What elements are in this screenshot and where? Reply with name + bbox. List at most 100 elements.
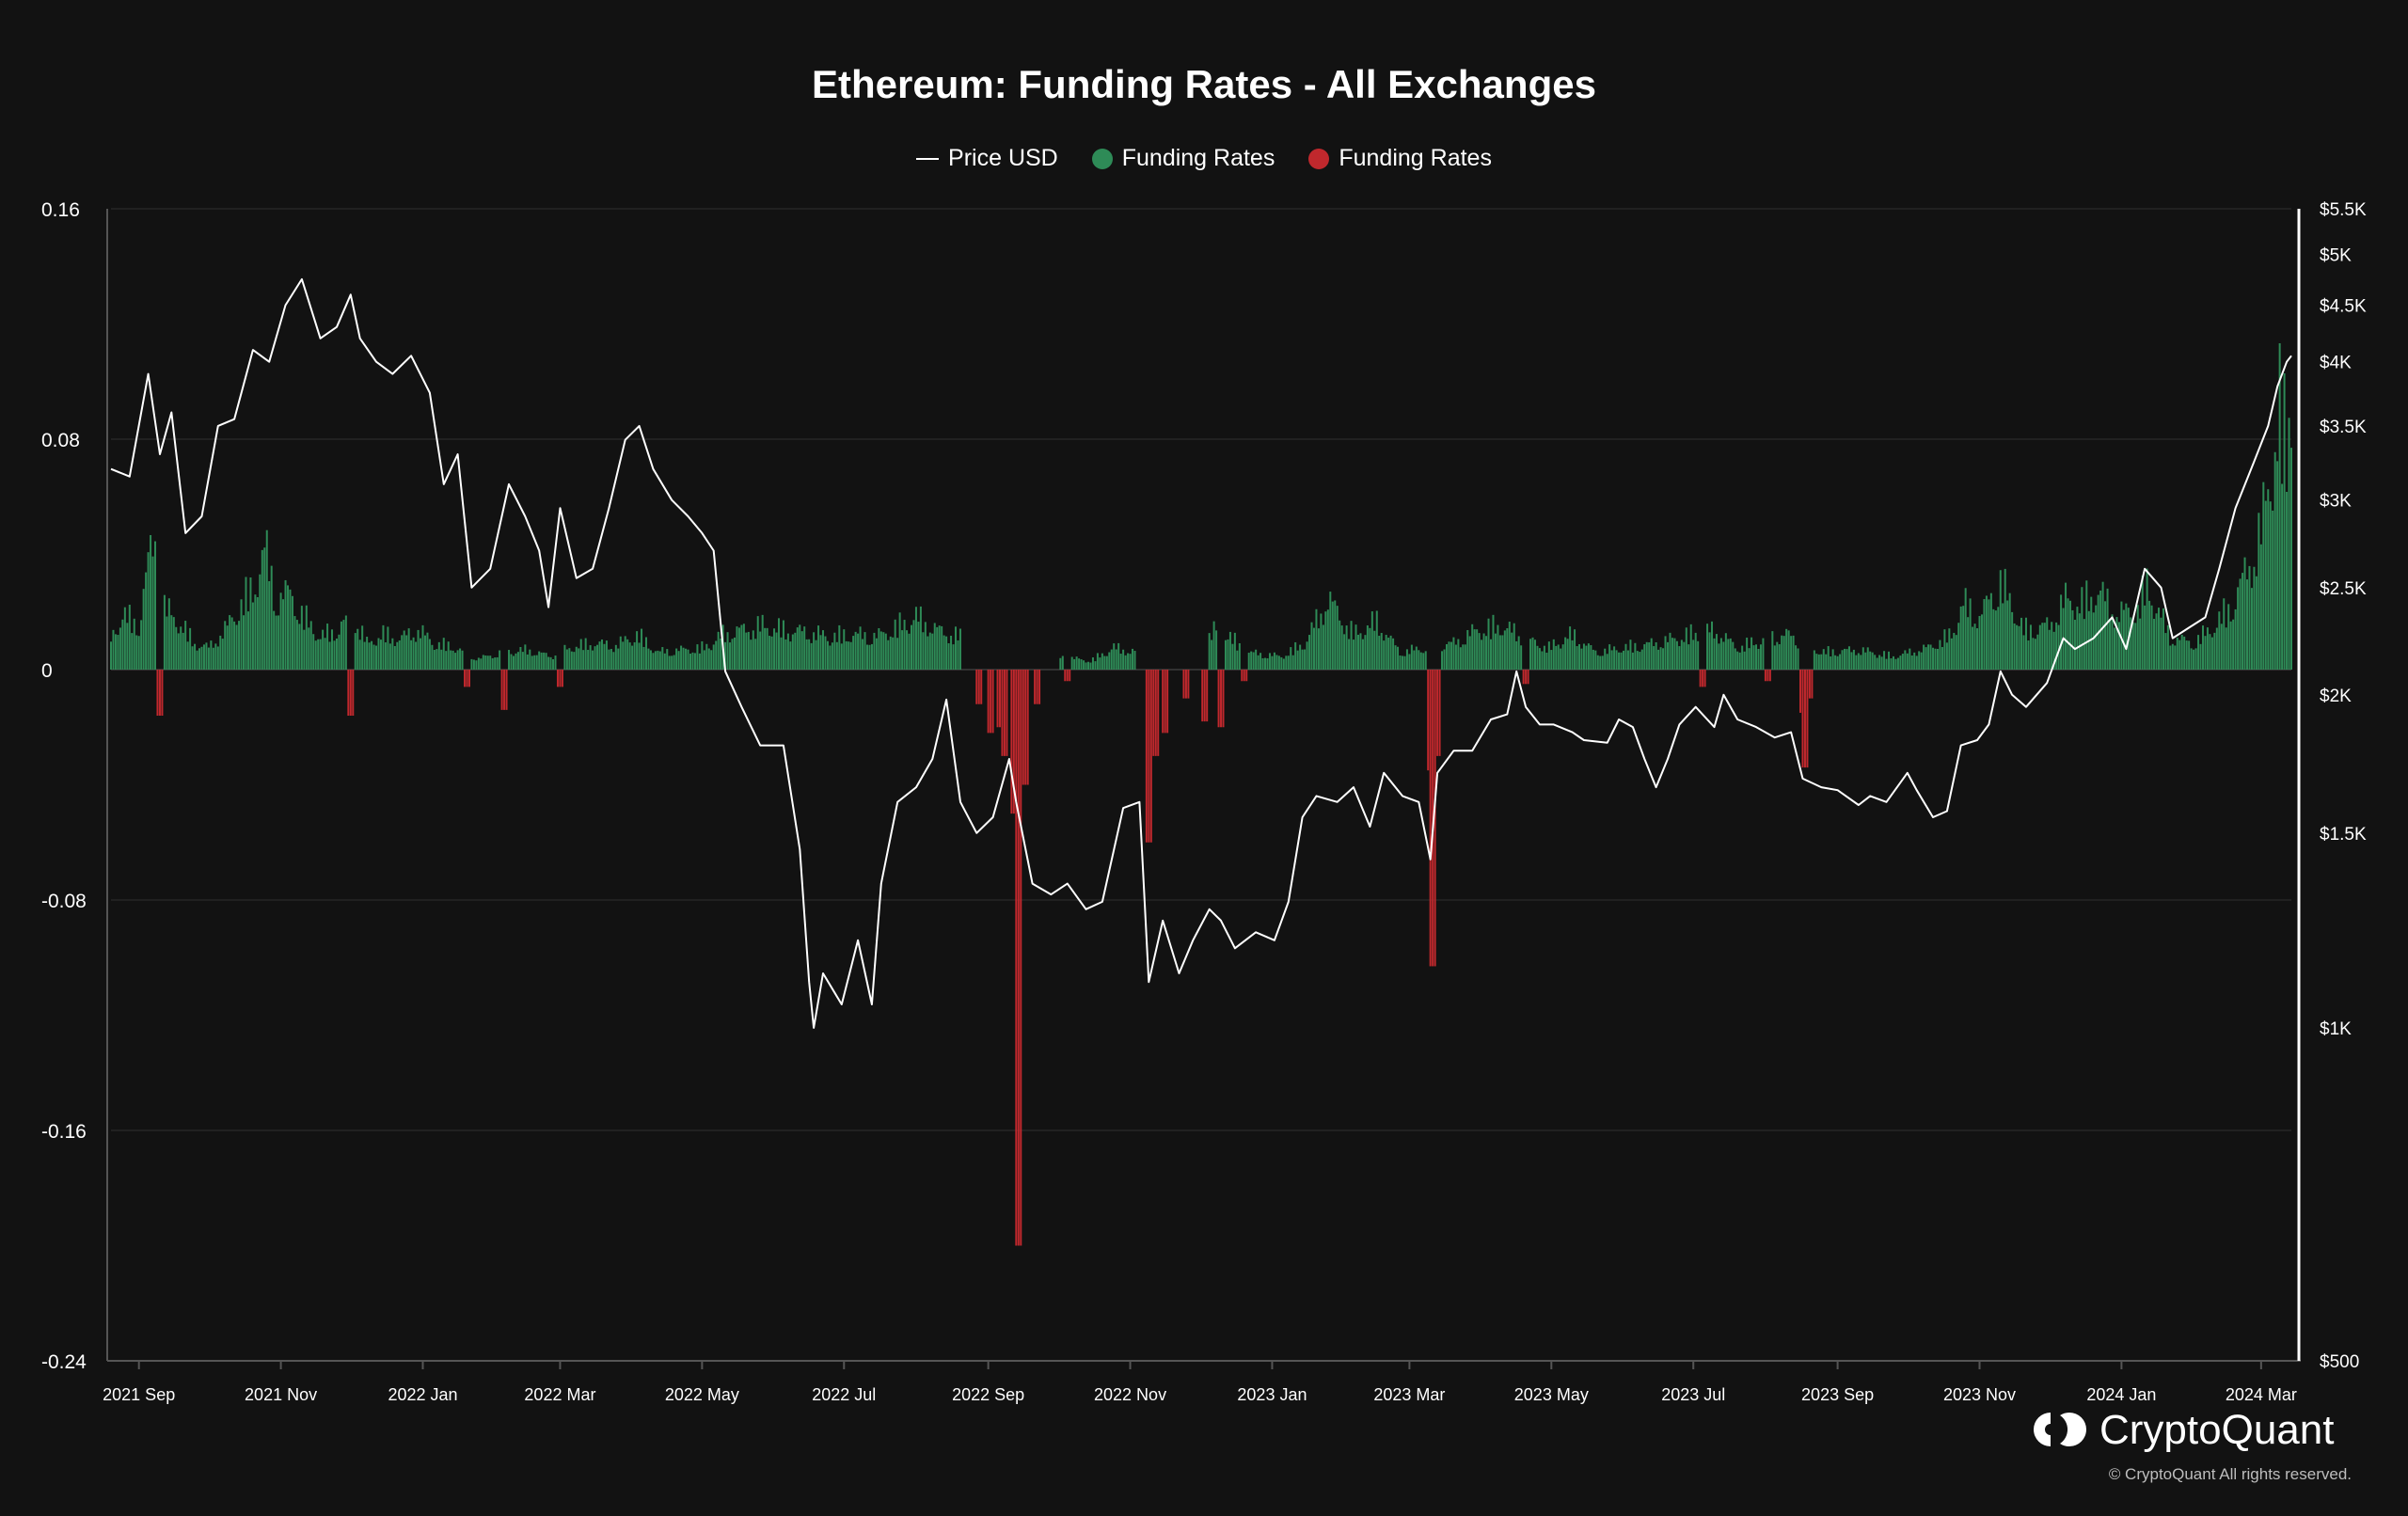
funding-bar-positive <box>1401 655 1403 670</box>
funding-bar-positive <box>2125 603 2128 670</box>
funding-bar-positive <box>1989 592 1992 670</box>
funding-bar-positive <box>924 622 927 670</box>
funding-bar-positive <box>128 605 131 670</box>
legend-item-funding-negative[interactable]: Funding Rates <box>1308 145 1492 172</box>
funding-bar-negative <box>500 670 503 710</box>
legend-item-funding-positive[interactable]: Funding Rates <box>1091 145 1275 172</box>
funding-bar-positive <box>957 640 959 670</box>
funding-bar-positive <box>1108 652 1111 670</box>
funding-bar-positive <box>705 643 708 670</box>
funding-bar-positive <box>2232 619 2235 670</box>
funding-bar-negative <box>1012 670 1015 814</box>
funding-bar-positive <box>1492 614 1495 670</box>
funding-bar-positive <box>578 648 580 670</box>
funding-bar-positive <box>1547 641 1550 670</box>
funding-bar-positive <box>170 615 173 670</box>
funding-bar-positive <box>1078 658 1081 670</box>
funding-bar-positive <box>1841 650 1844 670</box>
funding-bar-positive <box>2041 623 2044 670</box>
x-tick-label: 2021 Sep <box>103 1385 175 1404</box>
funding-bar-positive <box>2171 643 2174 670</box>
funding-bar-positive <box>1383 640 1386 670</box>
funding-bar-positive <box>1497 624 1499 670</box>
funding-bar-positive <box>2076 607 2079 670</box>
funding-bar-positive <box>1285 655 1288 670</box>
funding-bar-positive <box>2243 557 2246 670</box>
funding-bar-positive <box>114 634 117 670</box>
legend-item-price[interactable]: Price USD <box>916 145 1058 172</box>
funding-bar-positive <box>436 649 438 670</box>
funding-bar-positive <box>731 639 734 670</box>
funding-bar-positive <box>843 629 846 670</box>
funding-bar-positive <box>1073 658 1076 670</box>
funding-bar-positive <box>519 646 522 670</box>
funding-bar-positive <box>1520 645 1523 670</box>
funding-bar-positive <box>2180 635 2183 670</box>
funding-bar-positive <box>499 650 501 670</box>
funding-bar-positive <box>205 642 208 670</box>
funding-bar-positive <box>219 635 222 670</box>
funding-bar-positive <box>911 624 913 670</box>
funding-bar-positive <box>726 632 729 670</box>
funding-bar-positive <box>273 610 276 670</box>
funding-bar-positive <box>233 621 236 670</box>
funding-bar-positive <box>750 640 752 670</box>
funding-bar-positive <box>1736 651 1739 670</box>
funding-bar-positive <box>182 632 184 670</box>
funding-bar-positive <box>1594 650 1597 670</box>
funding-bar-positive <box>1980 614 1983 670</box>
funding-bar-positive <box>1711 621 1714 670</box>
funding-bar-positive <box>603 643 606 670</box>
funding-bar-positive <box>2255 576 2258 670</box>
funding-bar-positive <box>1746 637 1749 670</box>
funding-bar-positive <box>1287 655 1290 670</box>
funding-bar-positive <box>2273 451 2276 670</box>
funding-bar-positive <box>1972 626 1974 670</box>
funding-bar-positive <box>1694 632 1697 670</box>
funding-bar-positive <box>826 640 829 670</box>
funding-bar-positive <box>1624 643 1627 670</box>
funding-bar-positive <box>848 641 850 670</box>
funding-bar-positive <box>610 648 612 670</box>
funding-bar-positive <box>2022 635 2025 670</box>
x-tick-label: 2023 Mar <box>1373 1385 1445 1404</box>
funding-bar-positive <box>1315 608 1318 670</box>
funding-bar-positive <box>1399 655 1402 670</box>
funding-bar-positive <box>510 654 513 670</box>
funding-bar-negative <box>1003 670 1006 756</box>
x-tick-label: 2021 Nov <box>245 1385 317 1404</box>
funding-bar-positive <box>2057 624 2060 670</box>
funding-bar-negative <box>1148 670 1150 843</box>
funding-bar-positive <box>958 628 961 670</box>
funding-bar-positive <box>391 638 394 670</box>
funding-bar-positive <box>1247 653 1250 670</box>
funding-bar-positive <box>950 635 953 670</box>
funding-bar-positive <box>1992 608 1995 670</box>
funding-bar-positive <box>1364 635 1367 670</box>
funding-bar-positive <box>1920 652 1923 670</box>
funding-bar-positive <box>1105 655 1108 670</box>
axis-labels: 0.16 0.08 0 -0.08 -0.16 -0.24 $500 $1K $1.5K $2K $… <box>41 199 2367 1404</box>
funding-bar-negative <box>1162 670 1164 734</box>
funding-bar-positive <box>133 618 135 670</box>
funding-bar-positive <box>2122 609 2125 670</box>
funding-bar-positive <box>1403 655 1406 670</box>
funding-bar-positive <box>1925 647 1927 670</box>
legend-price-label: Price USD <box>948 145 1058 171</box>
funding-bar-positive <box>685 648 688 670</box>
funding-bar-positive <box>1557 644 1560 670</box>
funding-bar-positive <box>1781 635 1783 670</box>
funding-bar-positive <box>282 599 285 670</box>
funding-bar-positive <box>1561 644 1564 670</box>
funding-bar-positive <box>636 631 639 670</box>
funding-bar-positive <box>1331 601 1334 670</box>
funding-bar-positive <box>1599 655 1602 670</box>
funding-bar-positive <box>1266 657 1269 670</box>
funding-bar-positive <box>589 645 592 670</box>
funding-bar-positive <box>1215 630 1218 670</box>
funding-bar-negative <box>1022 670 1024 785</box>
funding-bar-positive <box>878 627 880 670</box>
funding-bar-positive <box>1978 616 1981 670</box>
funding-bar-positive <box>256 596 259 670</box>
funding-bar-positive <box>496 656 499 670</box>
